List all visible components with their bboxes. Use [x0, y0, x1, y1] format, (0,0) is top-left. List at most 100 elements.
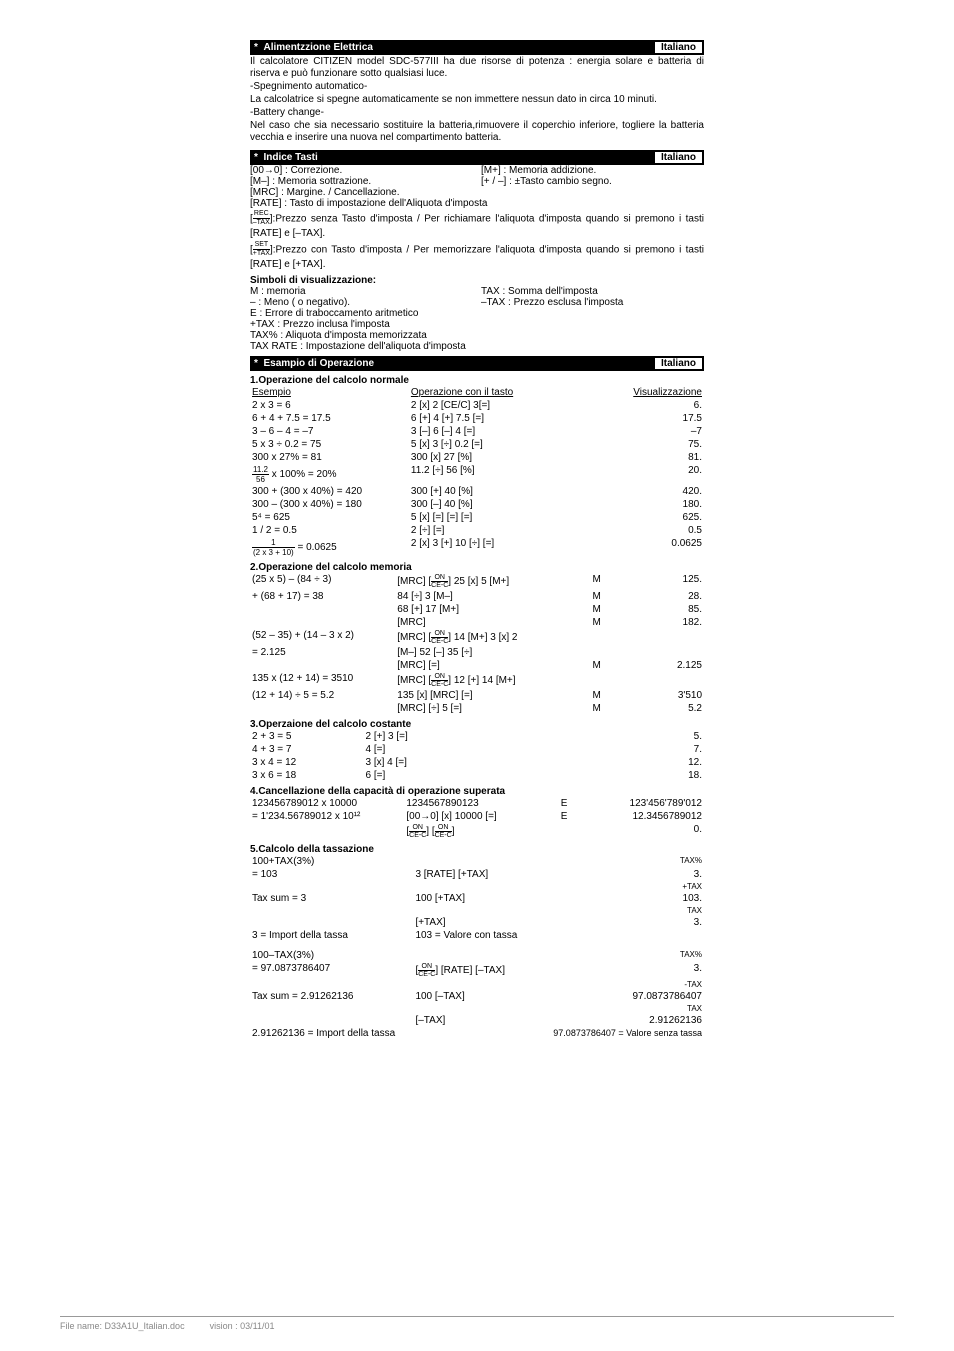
cell: [MRC] [ONCE-C] 12 [+] 14 [M+] — [395, 672, 590, 689]
cell: M — [590, 590, 613, 603]
cell: 6 [+] 4 [+] 7.5 [=] — [409, 412, 591, 425]
cell: 3'510 — [613, 689, 704, 702]
cell: = 97.0873786407 — [250, 962, 413, 979]
simboli-item: – : Meno ( o negativo). — [250, 297, 473, 308]
cell: 17.5 — [590, 412, 704, 425]
header-esempio: * Esampio di Operazione Italiano — [250, 356, 704, 371]
cell: 97.0873786407 = Valore senza tassa — [413, 1027, 704, 1040]
intro-p3a: -Battery change- — [250, 107, 704, 119]
cell: 1234567890123 — [404, 797, 558, 810]
cell: E — [559, 797, 582, 810]
cell: 0.0625 — [590, 537, 704, 558]
cell: 5⁴ = 625 — [250, 511, 409, 524]
cell: [M–] 52 [–] 35 [÷] — [395, 646, 590, 659]
simboli-item: +TAX : Prezzo inclusa l'imposta — [250, 319, 704, 330]
footer-vision: vision : 03/11/01 — [210, 1321, 275, 1331]
cell: (12 + 14) ÷ 5 = 5.2 — [250, 689, 395, 702]
cell: 3 x 4 = 12 — [250, 756, 364, 769]
cell: [+TAX] — [413, 916, 576, 929]
cell: 12.3456789012 — [581, 810, 704, 823]
cell: 6. — [590, 399, 704, 412]
cell: 300 – (300 x 40%) = 180 — [250, 498, 409, 511]
cell: Tax sum = 3 — [250, 892, 413, 905]
keys-row2: [M–] : Memoria sottrazione. [+ / –] : ±T… — [250, 176, 704, 187]
cell: 3 [RATE] [+TAX] — [413, 868, 576, 881]
simboli-title: Simboli di visualizzazione: — [250, 275, 704, 286]
cell: 2 x 3 = 6 — [250, 399, 409, 412]
star: * — [254, 358, 258, 369]
cell: 103 = Valore con tassa — [413, 929, 704, 942]
cell: 4 [=] — [364, 743, 591, 756]
simboli-item: M : memoria — [250, 286, 473, 297]
lang-badge: Italiano — [655, 152, 702, 163]
cell: 100+TAX(3%) — [250, 855, 413, 868]
cell: 300 [x] 27 [%] — [409, 451, 591, 464]
cell: M — [590, 689, 613, 702]
cell: M — [590, 616, 613, 629]
cell: M — [590, 603, 613, 616]
cell: [00→0] [x] 10000 [=] — [404, 810, 558, 823]
col-header: Esempio — [250, 386, 409, 399]
cell: [ONCE-C] [RATE] [–TAX] — [413, 962, 576, 979]
cell: = 2.125 — [250, 646, 395, 659]
cell: 123456789012 x 10000 — [250, 797, 404, 810]
cell: 75. — [590, 438, 704, 451]
cell: 135 x (12 + 14) = 3510 — [250, 672, 395, 689]
cell: 3. — [577, 916, 704, 929]
cell: 100–TAX(3%) — [250, 942, 413, 962]
cell: 5. — [591, 730, 705, 743]
simboli-item: TAX% : Aliquota d'imposta memorizzata — [250, 330, 704, 341]
cell: 182. — [613, 616, 704, 629]
lang-badge: Italiano — [655, 358, 702, 369]
simboli-item: TAX : Somma dell'imposta — [481, 286, 704, 297]
cell: 0.5 — [590, 524, 704, 537]
cell: 11.256 x 100% = 20% — [250, 464, 409, 485]
cell: 6 [=] — [364, 769, 591, 782]
header-alimentazione: * Alimentzzione Elettrica Italiano — [250, 40, 704, 55]
cell: [MRC] — [395, 616, 590, 629]
cell: TAX% — [577, 855, 704, 868]
cell: 1 / 2 = 0.5 — [250, 524, 409, 537]
cell: = 103 — [250, 868, 413, 881]
cell: = 1'234.56789012 x 10¹² — [250, 810, 404, 823]
title: Indice Tasti — [263, 152, 317, 163]
cell: 625. — [590, 511, 704, 524]
cell: 3 – 6 – 4 = –7 — [250, 425, 409, 438]
cell: 1(2 x 3 + 10) = 0.0625 — [250, 537, 409, 558]
cell: 180. — [590, 498, 704, 511]
star: * — [254, 152, 258, 163]
cell: E — [559, 810, 582, 823]
cell: 135 [x] [MRC] [=] — [395, 689, 590, 702]
key-desc: [REC–TAX]:Prezzo senza Tasto d'imposta /… — [250, 210, 704, 240]
cell: –7 — [590, 425, 704, 438]
cell: 28. — [613, 590, 704, 603]
simboli-item: –TAX : Prezzo esclusa l'imposta — [481, 297, 704, 308]
key-desc: [RATE] : Tasto di impostazione dell'Aliq… — [250, 198, 704, 209]
cell: 103. — [577, 892, 704, 905]
cell: 3 = Import della tassa — [250, 929, 413, 942]
cell: M — [590, 573, 613, 590]
col-header: Operazione con il tasto — [409, 386, 591, 399]
cell: + (68 + 17) = 38 — [250, 590, 395, 603]
key-desc: [+ / –] : ±Tasto cambio segno. — [481, 176, 704, 187]
cell: 84 [÷] 3 [M–] — [395, 590, 590, 603]
cell: 6 + 4 + 7.5 = 17.5 — [250, 412, 409, 425]
cell: 100 [+TAX] — [413, 892, 576, 905]
cell: TAX% — [577, 942, 704, 962]
star: * — [254, 42, 258, 53]
cell: 5 x 3 ÷ 0.2 = 75 — [250, 438, 409, 451]
cell: 5.2 — [613, 702, 704, 715]
sec3-table: 2 + 3 = 52 [+] 3 [=]5. 4 + 3 = 74 [=]7. … — [250, 730, 704, 782]
keys-row1: [00→0] : Correzione. [M+] : Memoria addi… — [250, 165, 704, 176]
sec4-table: 123456789012 x 100001234567890123E123'45… — [250, 797, 704, 840]
intro-p2b: La calcolatrice si spegne automaticament… — [250, 94, 704, 106]
cell: 2 [÷] [=] — [409, 524, 591, 537]
cell: 2.91262136 — [577, 1014, 704, 1027]
cell: TAX — [577, 905, 704, 916]
cell: 12. — [591, 756, 705, 769]
cell: 3 [x] 4 [=] — [364, 756, 591, 769]
col-header: Visualizzazione — [590, 386, 704, 399]
key-desc: [M–] : Memoria sottrazione. — [250, 176, 473, 187]
page: * Alimentzzione Elettrica Italiano Il ca… — [0, 0, 954, 1351]
simboli-row: – : Meno ( o negativo). –TAX : Prezzo es… — [250, 297, 704, 308]
